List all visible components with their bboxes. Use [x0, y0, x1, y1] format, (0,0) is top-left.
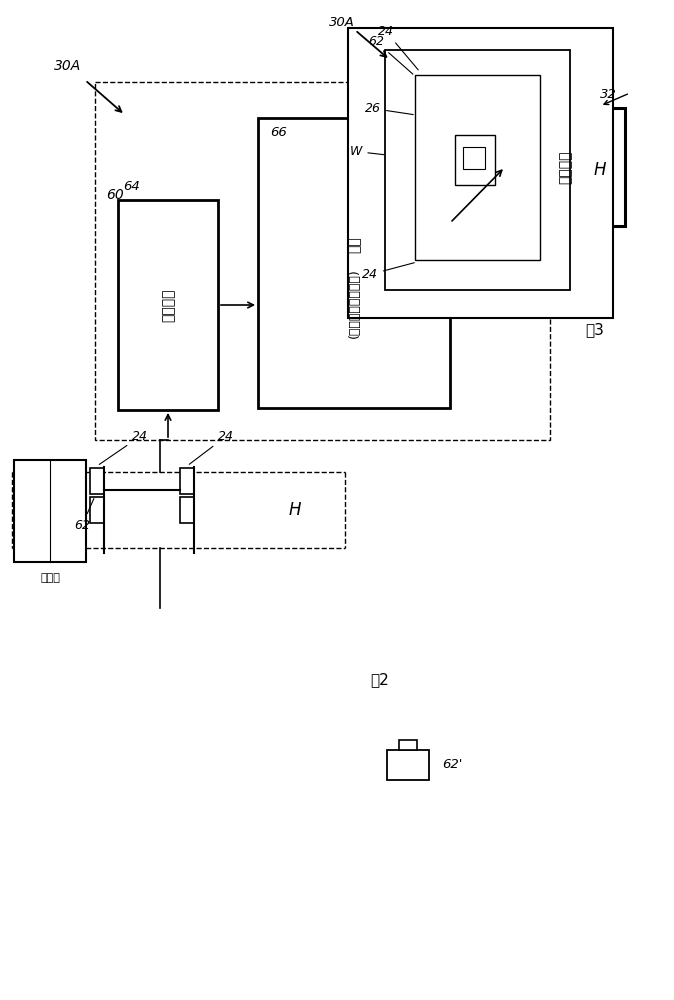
Text: 32: 32 — [601, 89, 617, 102]
Text: 30A: 30A — [329, 15, 355, 28]
Bar — [90, 497, 104, 523]
Bar — [180, 497, 194, 523]
Text: 62': 62' — [442, 758, 462, 772]
Text: 24: 24 — [189, 430, 234, 464]
Bar — [118, 200, 218, 410]
Bar — [95, 82, 550, 440]
Bar — [399, 740, 417, 750]
Text: (检测、跟踪和计数): (检测、跟踪和计数) — [348, 268, 361, 338]
Text: 62: 62 — [368, 35, 413, 74]
Text: W: W — [350, 145, 384, 158]
Text: 24: 24 — [99, 430, 148, 464]
Text: H: H — [594, 161, 606, 179]
Bar — [180, 468, 194, 494]
Bar — [387, 750, 429, 780]
Text: 数据捕获: 数据捕获 — [161, 288, 175, 322]
Text: 66: 66 — [270, 125, 286, 138]
Text: 24: 24 — [362, 263, 415, 281]
Bar — [505, 108, 625, 226]
Text: 电梯控制: 电梯控制 — [558, 150, 572, 184]
Bar — [348, 28, 613, 318]
Text: H: H — [288, 501, 301, 519]
Bar — [14, 460, 86, 562]
Text: 26: 26 — [365, 102, 413, 115]
Text: 30A: 30A — [55, 59, 82, 73]
Text: 图2: 图2 — [371, 672, 390, 688]
Bar — [385, 50, 570, 290]
Bar — [258, 118, 450, 408]
Text: 60: 60 — [106, 188, 124, 202]
Text: 24: 24 — [378, 25, 418, 70]
Bar — [415, 75, 540, 260]
Text: 62: 62 — [74, 499, 94, 532]
Bar — [455, 135, 495, 185]
Text: 电梯门: 电梯门 — [40, 573, 60, 583]
Bar — [463, 147, 485, 169]
Bar — [90, 468, 104, 494]
Text: 64: 64 — [123, 180, 140, 194]
Text: 处理: 处理 — [347, 237, 361, 253]
Text: 图3: 图3 — [586, 322, 605, 338]
